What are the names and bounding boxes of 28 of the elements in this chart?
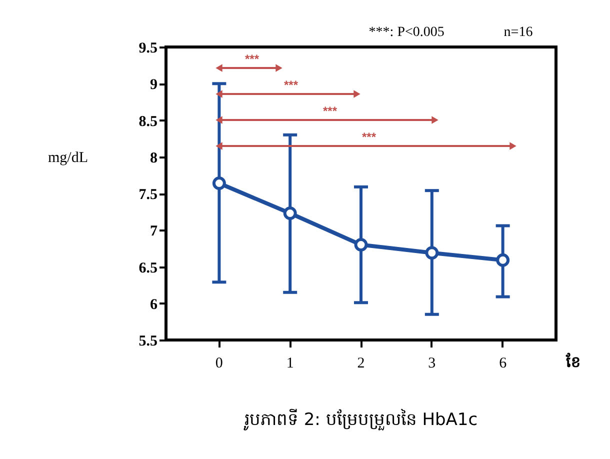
text: រូបភាពទី 2: បម្រែបម្រួលនៃ HbA1c [243, 408, 478, 431]
text: ***: P<0.005 [368, 25, 444, 40]
x-tick-label: 2 [357, 356, 365, 372]
x-tick-label: 0 [215, 356, 223, 372]
annotation: *** [322, 104, 338, 118]
x-tick-label: 3 [428, 356, 436, 372]
x-axis-title: ខែ [565, 352, 581, 371]
y-tick-label: 8.5 [138, 114, 158, 130]
y-tick-label: 5.5 [138, 334, 158, 350]
x-tick-label: 1 [286, 356, 294, 372]
y-tick-label: 6.5 [138, 260, 158, 276]
y-tick-label: 6 [150, 296, 158, 313]
text: n=16 [504, 25, 533, 40]
y-axis-title: mg/dL [48, 150, 88, 166]
y-tick-label: 9 [150, 77, 158, 94]
annotation: *** [284, 78, 298, 92]
y-tick-label: 9.5 [138, 40, 158, 56]
y-tick-label: 7.5 [138, 187, 158, 203]
annotation: *** [244, 52, 260, 66]
point [354, 238, 368, 252]
point [496, 253, 510, 267]
point [283, 206, 297, 220]
y-tick-label: 7 [150, 224, 158, 240]
x-tick-label: 6 [499, 356, 508, 372]
point [425, 246, 439, 260]
annotation: *** [362, 130, 376, 144]
y-tick-label: 8 [150, 150, 158, 166]
point [212, 176, 226, 190]
